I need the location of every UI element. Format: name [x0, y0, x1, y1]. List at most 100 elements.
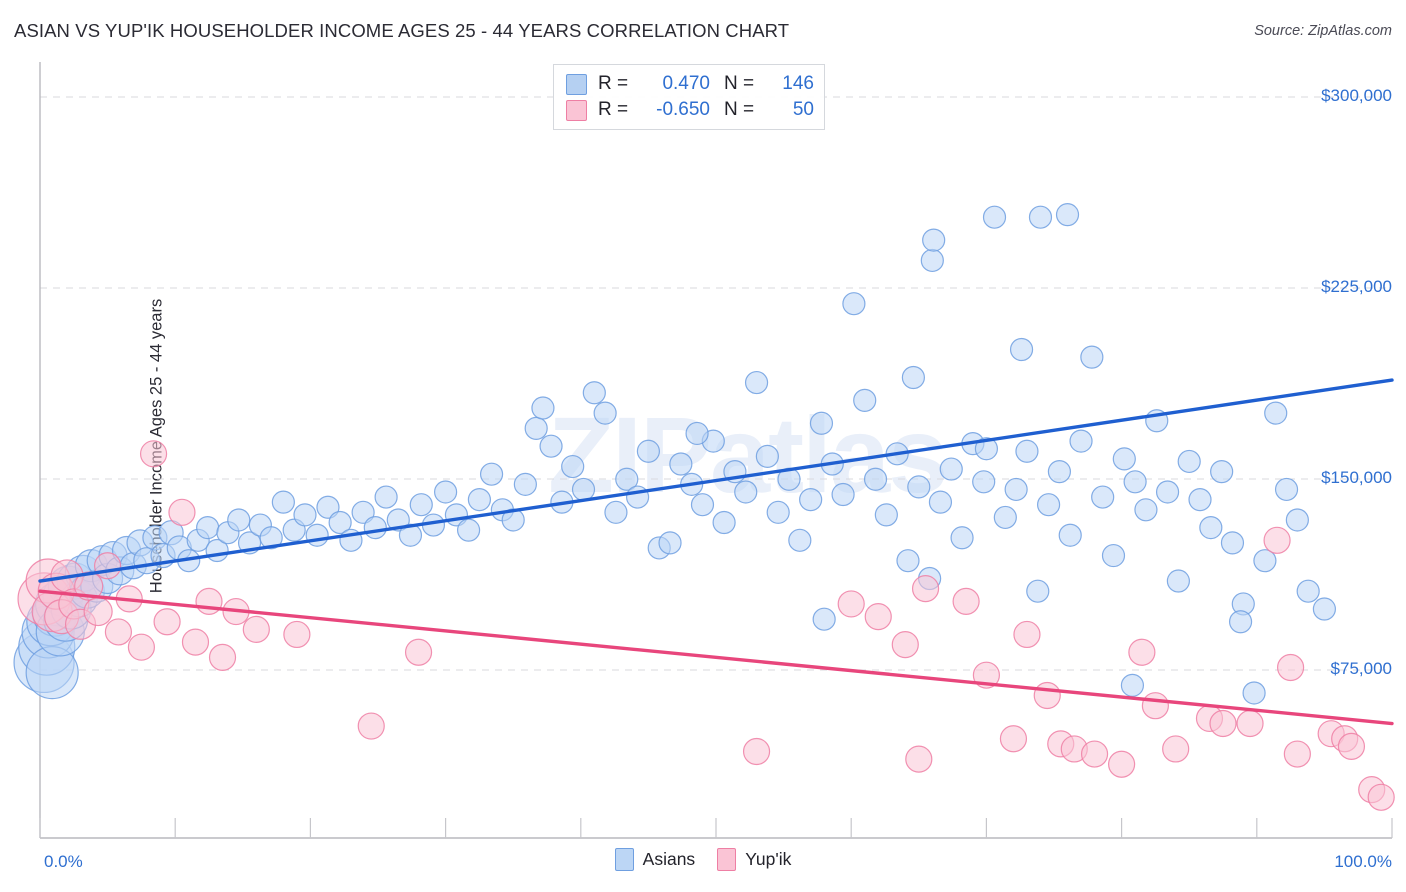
- data-point: [1091, 485, 1115, 509]
- data-point: [434, 480, 458, 504]
- data-point: [1188, 488, 1212, 512]
- data-point: [636, 439, 661, 463]
- data-point: [351, 500, 375, 524]
- data-point: [561, 454, 585, 479]
- data-point: [1209, 709, 1237, 738]
- data-point: [208, 643, 237, 671]
- x-axis-min-label: 0.0%: [44, 852, 83, 871]
- data-point: [168, 498, 196, 526]
- data-point: [1177, 449, 1201, 474]
- data-point: [1283, 740, 1311, 768]
- data-point: [891, 631, 919, 659]
- legend-label-yupik: Yup'ik: [745, 849, 792, 869]
- data-point: [582, 381, 606, 405]
- data-point: [1107, 750, 1136, 778]
- y-tick-label: $300,000: [1321, 86, 1392, 105]
- data-point: [1236, 709, 1264, 738]
- data-point: [404, 638, 433, 666]
- data-point: [842, 292, 866, 316]
- data-point: [658, 531, 682, 555]
- data-point: [127, 633, 155, 661]
- data-point: [104, 618, 133, 646]
- data-point: [669, 452, 693, 476]
- data-point: [972, 470, 996, 494]
- data-point: [1264, 401, 1288, 425]
- data-point: [196, 515, 220, 540]
- series-swatch-asians-icon: [566, 73, 587, 95]
- data-point: [531, 396, 555, 420]
- page-title: ASIAN VS YUP'IK HOUSEHOLDER INCOME AGES …: [14, 20, 790, 41]
- data-point: [1101, 543, 1126, 568]
- data-point: [1242, 681, 1266, 705]
- n-value: 50: [792, 99, 814, 120]
- n-label: N =: [724, 73, 755, 94]
- data-point: [271, 490, 295, 514]
- data-point: [1276, 653, 1305, 682]
- data-point: [93, 552, 122, 580]
- data-point: [305, 523, 329, 547]
- data-point: [799, 488, 823, 512]
- source-attribution: Source: ZipAtlas.com: [1254, 23, 1392, 39]
- legend-item-yupik[interactable]: Yup'ik: [717, 848, 791, 871]
- data-point: [1228, 610, 1253, 634]
- data-point: [993, 505, 1017, 530]
- data-point: [1069, 429, 1093, 453]
- data-point: [1013, 620, 1041, 649]
- data-point: [1285, 508, 1309, 532]
- data-point: [1199, 515, 1223, 540]
- data-point: [409, 493, 433, 517]
- data-point: [874, 503, 898, 527]
- n-value: 146: [782, 73, 814, 94]
- data-point: [896, 549, 920, 573]
- data-point: [1120, 673, 1145, 697]
- data-point: [293, 503, 317, 527]
- data-point: [1015, 439, 1039, 463]
- data-point: [905, 745, 933, 773]
- data-point: [467, 488, 491, 512]
- correlation-row-asians: R = 0.470 N = 146: [566, 71, 814, 97]
- series-points-yupik: [17, 440, 1395, 811]
- data-point: [398, 523, 423, 547]
- data-point: [1080, 345, 1104, 369]
- data-point: [999, 725, 1028, 753]
- data-point: [837, 590, 865, 618]
- data-point: [479, 462, 504, 486]
- data-point: [195, 587, 223, 615]
- data-point: [1134, 498, 1158, 522]
- data-point: [283, 620, 311, 649]
- y-tick-label: $225,000: [1321, 277, 1392, 296]
- data-point: [363, 515, 387, 540]
- data-point: [181, 628, 210, 656]
- data-point: [1155, 480, 1180, 504]
- data-point: [952, 587, 980, 615]
- data-point: [1033, 681, 1061, 710]
- data-point: [1253, 549, 1277, 573]
- data-point: [1080, 740, 1109, 768]
- data-point: [712, 510, 736, 535]
- correlation-legend: R = 0.470 N = 146 R = -0.650 N = 50: [553, 64, 825, 130]
- data-point: [911, 575, 940, 603]
- data-point: [1367, 783, 1395, 811]
- data-point: [1058, 523, 1082, 547]
- data-point: [1026, 579, 1050, 603]
- data-point: [974, 437, 999, 461]
- data-point: [1055, 203, 1080, 227]
- data-point: [788, 528, 812, 552]
- data-point: [939, 457, 963, 481]
- data-point: [83, 596, 113, 627]
- data-point: [242, 615, 270, 643]
- data-point: [571, 477, 596, 502]
- data-point: [1004, 477, 1028, 502]
- data-point: [920, 248, 944, 273]
- data-point: [316, 495, 340, 519]
- data-point: [259, 526, 283, 550]
- data-point: [1274, 477, 1299, 502]
- data-point: [1263, 526, 1291, 554]
- data-point: [1036, 493, 1061, 517]
- data-point: [734, 480, 758, 504]
- legend-item-asians[interactable]: Asians: [614, 848, 695, 871]
- data-point: [539, 434, 563, 458]
- trend-line-asians: [38, 378, 1394, 583]
